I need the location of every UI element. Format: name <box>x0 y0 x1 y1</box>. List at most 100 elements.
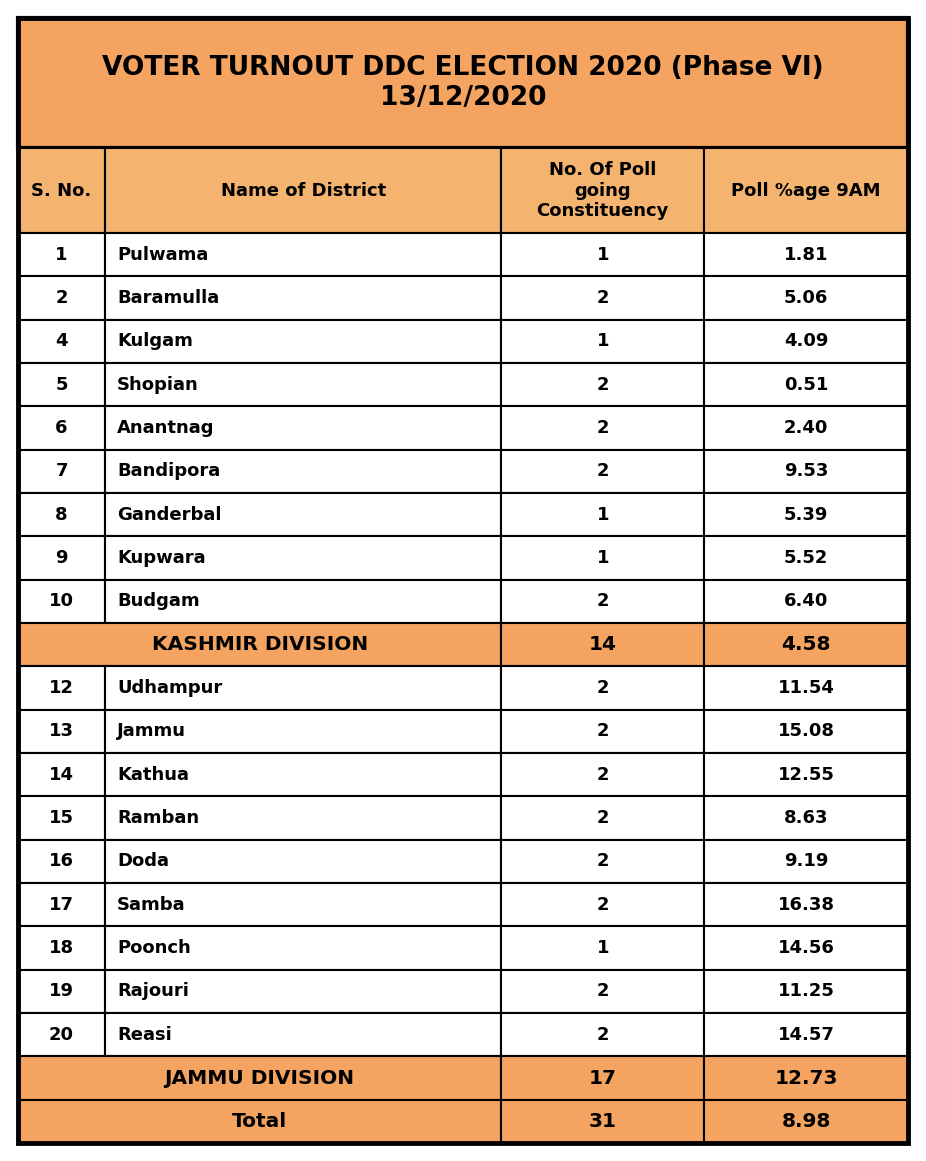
Bar <box>18 884 106 926</box>
Text: 9.19: 9.19 <box>784 852 828 871</box>
Text: 15: 15 <box>49 809 74 827</box>
Bar <box>106 753 501 796</box>
Bar <box>501 796 704 839</box>
Bar <box>704 709 908 753</box>
Text: 6.40: 6.40 <box>784 592 828 611</box>
Bar <box>18 1057 501 1099</box>
Bar <box>18 623 501 666</box>
Text: 7: 7 <box>56 462 68 481</box>
Bar <box>704 493 908 536</box>
Bar <box>106 926 501 969</box>
Text: 12.73: 12.73 <box>774 1068 838 1088</box>
Text: 14: 14 <box>49 765 74 784</box>
Bar <box>106 536 501 579</box>
Text: 31: 31 <box>589 1112 617 1131</box>
Bar <box>106 363 501 406</box>
Text: Poonch: Poonch <box>118 939 191 957</box>
Bar <box>18 1099 501 1142</box>
Bar <box>501 233 704 276</box>
Text: Kulgam: Kulgam <box>118 332 194 351</box>
Text: 15.08: 15.08 <box>778 722 834 741</box>
Bar <box>18 753 106 796</box>
Text: 20: 20 <box>49 1025 74 1044</box>
Bar <box>501 753 704 796</box>
Bar <box>18 709 106 753</box>
Bar <box>501 493 704 536</box>
Bar <box>704 319 908 363</box>
Text: Ramban: Ramban <box>118 809 199 827</box>
Text: 2: 2 <box>596 289 609 307</box>
Text: 17: 17 <box>589 1068 617 1088</box>
Bar <box>106 884 501 926</box>
Text: JAMMU DIVISION: JAMMU DIVISION <box>165 1068 355 1088</box>
Bar <box>501 276 704 319</box>
Text: Shopian: Shopian <box>118 376 199 394</box>
Text: 4: 4 <box>56 332 68 351</box>
Text: 8.63: 8.63 <box>783 809 829 827</box>
Text: Bandipora: Bandipora <box>118 462 220 481</box>
Bar <box>704 363 908 406</box>
Text: 17: 17 <box>49 895 74 914</box>
Text: 18: 18 <box>49 939 74 957</box>
Bar <box>106 666 501 709</box>
Text: 6: 6 <box>56 419 68 437</box>
Text: Udhampur: Udhampur <box>118 679 222 697</box>
Bar <box>106 1014 501 1057</box>
Text: 8.98: 8.98 <box>782 1112 831 1131</box>
Bar <box>501 969 704 1014</box>
Bar <box>106 969 501 1014</box>
Text: Jammu: Jammu <box>118 722 186 741</box>
Text: 1: 1 <box>596 549 609 567</box>
Text: 14.57: 14.57 <box>778 1025 834 1044</box>
Bar <box>704 884 908 926</box>
Bar <box>18 233 106 276</box>
Bar <box>18 666 106 709</box>
Bar <box>501 1099 704 1142</box>
Text: S. No.: S. No. <box>31 181 92 200</box>
Bar <box>501 406 704 449</box>
Text: 2: 2 <box>56 289 68 307</box>
Bar <box>18 147 106 233</box>
Text: 12: 12 <box>49 679 74 697</box>
Text: Kupwara: Kupwara <box>118 549 206 567</box>
Text: 4.58: 4.58 <box>782 635 831 654</box>
Bar <box>106 493 501 536</box>
Bar <box>18 1014 106 1057</box>
Bar <box>704 623 908 666</box>
Text: Anantnag: Anantnag <box>118 419 215 437</box>
Text: 2: 2 <box>596 809 609 827</box>
Text: 2: 2 <box>596 419 609 437</box>
Bar <box>704 753 908 796</box>
Text: 1: 1 <box>596 332 609 351</box>
Bar <box>704 233 908 276</box>
Bar <box>704 1099 908 1142</box>
Bar <box>501 666 704 709</box>
Text: Ganderbal: Ganderbal <box>118 506 221 524</box>
Bar <box>704 449 908 493</box>
Text: 12.55: 12.55 <box>778 765 834 784</box>
Bar <box>18 363 106 406</box>
Text: KASHMIR DIVISION: KASHMIR DIVISION <box>152 635 368 654</box>
Bar <box>18 969 106 1014</box>
Bar <box>106 276 501 319</box>
Text: 2: 2 <box>596 852 609 871</box>
Text: 2: 2 <box>596 1025 609 1044</box>
Bar <box>106 839 501 884</box>
Text: Name of District: Name of District <box>220 181 386 200</box>
Bar <box>704 839 908 884</box>
Bar <box>704 666 908 709</box>
Text: 5.39: 5.39 <box>784 506 828 524</box>
Text: 11.54: 11.54 <box>778 679 834 697</box>
Text: Kathua: Kathua <box>118 765 189 784</box>
Text: 2: 2 <box>596 679 609 697</box>
Bar <box>501 319 704 363</box>
Bar <box>501 926 704 969</box>
Text: 10: 10 <box>49 592 74 611</box>
Text: 5.06: 5.06 <box>784 289 828 307</box>
Bar <box>18 276 106 319</box>
Bar <box>18 19 908 147</box>
Text: 2: 2 <box>596 592 609 611</box>
Text: Poll %age 9AM: Poll %age 9AM <box>732 181 881 200</box>
Bar <box>704 276 908 319</box>
Text: Baramulla: Baramulla <box>118 289 219 307</box>
